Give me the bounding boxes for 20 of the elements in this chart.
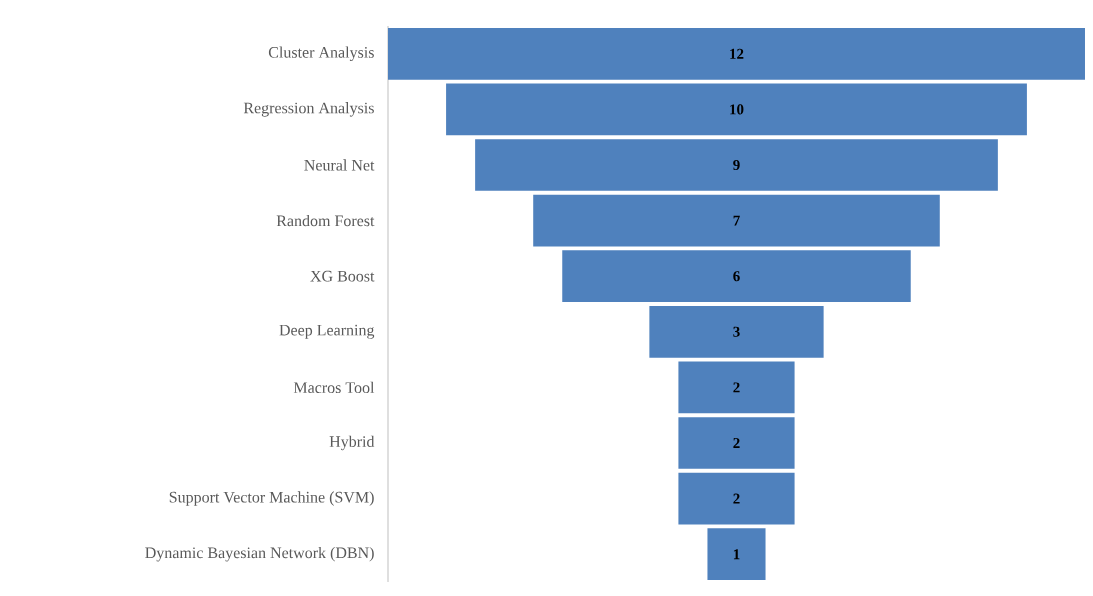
data-label: 1 xyxy=(733,549,740,560)
data-label: 10 xyxy=(730,104,744,115)
data-label: 6 xyxy=(733,271,740,282)
data-label: 7 xyxy=(733,215,740,226)
category-label: XG Boost xyxy=(310,270,375,282)
category-label: Neural Net xyxy=(304,159,375,171)
data-label: 2 xyxy=(733,438,740,448)
category-label: Regression Analysis xyxy=(243,102,374,117)
category-label: Macros Tool xyxy=(293,381,375,394)
category-label: Cluster Analysis xyxy=(268,46,374,62)
data-label: 12 xyxy=(730,48,744,59)
data-label: 3 xyxy=(733,326,740,337)
data-label: 9 xyxy=(733,159,740,171)
category-label: Dynamic Bayesian Network (DBN) xyxy=(145,546,374,562)
category-label: Hybrid xyxy=(329,435,375,451)
category-label: Random Forest xyxy=(276,214,375,227)
category-label: Deep Learning xyxy=(279,324,375,339)
category-label: Support Vector Machine (SVM) xyxy=(169,491,374,506)
data-label: 2 xyxy=(733,493,740,504)
data-label: 2 xyxy=(733,382,740,393)
